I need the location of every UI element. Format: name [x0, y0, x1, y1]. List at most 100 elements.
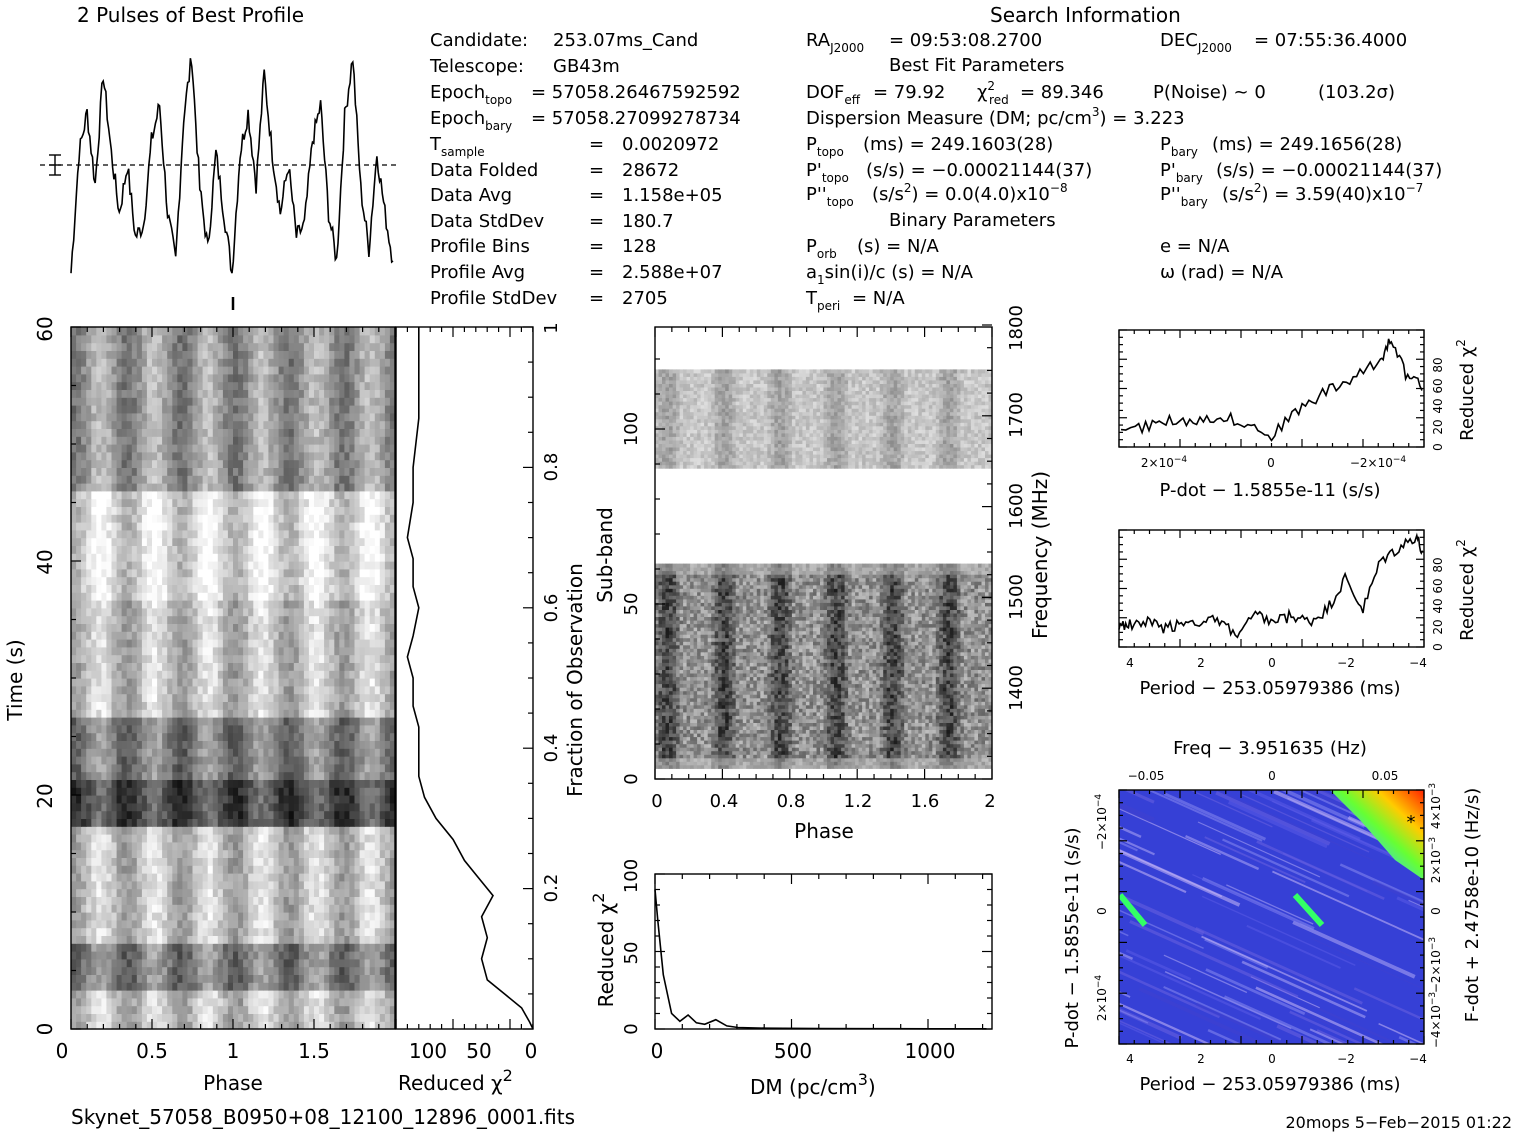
time-phase-cell	[248, 553, 254, 562]
time-phase-cell	[298, 592, 305, 601]
time-phase-cell	[258, 646, 264, 656]
time-phase-cell	[238, 568, 244, 578]
time-phase-cell	[319, 545, 325, 554]
time-phase-cell	[96, 693, 102, 702]
time-phase-cell	[192, 818, 199, 827]
time-phase-cell	[369, 685, 376, 695]
time-phase-cell	[91, 701, 97, 710]
time-phase-cell	[298, 444, 305, 453]
time-phase-cell	[106, 919, 113, 929]
time-phase-cell	[76, 444, 82, 453]
time-phase-cell	[324, 943, 330, 952]
time-phase-cell	[91, 615, 97, 624]
time-phase-cell	[324, 997, 330, 1007]
time-phase-cell	[76, 1005, 82, 1014]
time-phase-cell	[111, 717, 118, 726]
time-phase-cell	[263, 678, 270, 687]
time-phase-cell	[162, 685, 168, 695]
time-phase-cell	[116, 576, 123, 585]
time-phase-cell	[324, 639, 330, 648]
time-phase-cell	[384, 576, 391, 585]
time-phase-cell	[389, 732, 396, 741]
time-phase-cell	[263, 935, 270, 944]
time-phase-cell	[334, 990, 340, 999]
time-phase-cell	[192, 795, 199, 804]
time-phase-cell	[167, 802, 173, 812]
time-phase-cell	[192, 576, 199, 585]
time-phase-cell	[157, 982, 163, 991]
time-phase-cell	[71, 451, 77, 461]
time-phase-cell	[136, 841, 143, 851]
time-phase-cell	[374, 997, 381, 1007]
time-phase-cell	[329, 467, 335, 476]
time-phase-cell	[344, 670, 351, 679]
pddtopo-value: (s/s2) = 0.0(4.0)x10−8	[872, 181, 1068, 205]
time-phase-cell	[324, 865, 330, 874]
time-phase-cell	[354, 857, 361, 866]
time-phase-cell	[86, 826, 92, 835]
time-phase-cell	[329, 826, 335, 835]
time-phase-cell	[308, 857, 315, 866]
time-phase-cell	[334, 740, 340, 749]
time-phase-cell	[233, 639, 239, 648]
time-phase-cell	[177, 584, 183, 593]
time-phase-cell	[324, 724, 330, 734]
time-phase-cell	[314, 958, 320, 968]
time-phase-cell	[243, 779, 249, 788]
time-phase-cell	[177, 888, 183, 897]
time-phase-cell	[233, 561, 239, 570]
time-phase-cell	[329, 678, 335, 687]
time-phase-cell	[248, 787, 254, 796]
time-phase-cell	[136, 896, 143, 905]
time-phase-cell	[314, 982, 320, 991]
time-phase-cell	[334, 662, 340, 671]
time-phase-cell	[217, 771, 224, 780]
time-phase-cell	[187, 966, 194, 975]
time-phase-cell	[222, 584, 229, 593]
time-phase-cell	[278, 568, 285, 578]
time-phase-cell	[258, 522, 264, 531]
time-phase-cell	[389, 888, 396, 897]
time-phase-cell	[329, 545, 335, 554]
time-phase-cell	[308, 896, 315, 905]
time-phase-cell	[157, 607, 163, 617]
time-phase-cell	[81, 896, 87, 905]
time-phase-cell	[192, 958, 199, 968]
time-phase-cell	[339, 459, 345, 468]
time-phase-cell	[212, 467, 219, 476]
time-phase-cell	[298, 537, 305, 546]
time-phase-cell	[344, 529, 351, 539]
time-phase-cell	[354, 701, 361, 710]
time-phase-cell	[91, 943, 97, 952]
time-phase-cell	[187, 561, 194, 570]
profile-bins-label: Profile Bins	[430, 236, 530, 257]
time-phase-cell	[329, 771, 335, 780]
time-phase-cell	[71, 873, 77, 882]
time-phase-cell	[212, 717, 219, 726]
time-phase-cell	[354, 951, 361, 960]
time-phase-cell	[339, 545, 345, 554]
time-phase-cell	[136, 919, 143, 929]
time-phase-cell	[233, 701, 239, 710]
time-phase-cell	[278, 919, 285, 929]
time-phase-cell	[141, 514, 148, 523]
time-phase-cell	[126, 982, 133, 991]
time-phase-cell	[146, 607, 153, 617]
time-phase-cell	[364, 826, 371, 835]
time-phase-cell	[96, 451, 102, 461]
time-phase-cell	[334, 522, 340, 531]
time-phase-cell	[126, 904, 133, 913]
time-phase-cell	[273, 615, 280, 624]
time-phase-cell	[182, 919, 189, 929]
time-phase-cell	[319, 1005, 325, 1014]
time-phase-cell	[136, 779, 143, 788]
time-phase-cell	[293, 865, 300, 874]
time-phase-cell	[253, 662, 259, 671]
time-phase-cell	[329, 990, 335, 999]
time-phase-cell	[167, 849, 173, 858]
time-phase-cell	[96, 514, 102, 523]
time-phase-cell	[116, 834, 123, 843]
time-phase-cell	[298, 997, 305, 1007]
time-phase-cell	[96, 951, 102, 960]
time-phase-cell	[369, 615, 376, 624]
